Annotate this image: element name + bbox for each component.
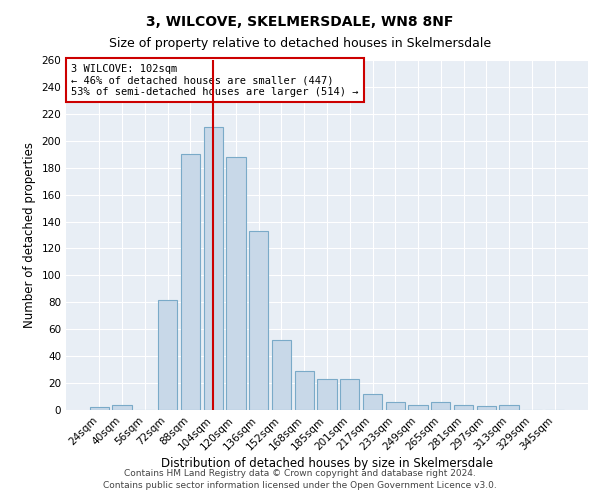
Bar [249, 231, 268, 410]
Bar [386, 402, 405, 410]
Bar [272, 340, 291, 410]
Bar [158, 300, 178, 410]
Bar [226, 157, 245, 410]
Bar [454, 404, 473, 410]
Text: 3 WILCOVE: 102sqm
← 46% of detached houses are smaller (447)
53% of semi-detache: 3 WILCOVE: 102sqm ← 46% of detached hous… [71, 64, 359, 96]
Text: Size of property relative to detached houses in Skelmersdale: Size of property relative to detached ho… [109, 38, 491, 51]
Y-axis label: Number of detached properties: Number of detached properties [23, 142, 36, 328]
Bar [431, 402, 451, 410]
X-axis label: Distribution of detached houses by size in Skelmersdale: Distribution of detached houses by size … [161, 458, 493, 470]
Bar [295, 371, 314, 410]
Bar [363, 394, 382, 410]
Text: Contains HM Land Registry data © Crown copyright and database right 2024.
Contai: Contains HM Land Registry data © Crown c… [103, 468, 497, 490]
Bar [203, 128, 223, 410]
Bar [112, 404, 132, 410]
Bar [340, 379, 359, 410]
Bar [409, 404, 428, 410]
Bar [476, 406, 496, 410]
Bar [317, 379, 337, 410]
Text: 3, WILCOVE, SKELMERSDALE, WN8 8NF: 3, WILCOVE, SKELMERSDALE, WN8 8NF [146, 15, 454, 29]
Bar [90, 408, 109, 410]
Bar [181, 154, 200, 410]
Bar [499, 404, 519, 410]
